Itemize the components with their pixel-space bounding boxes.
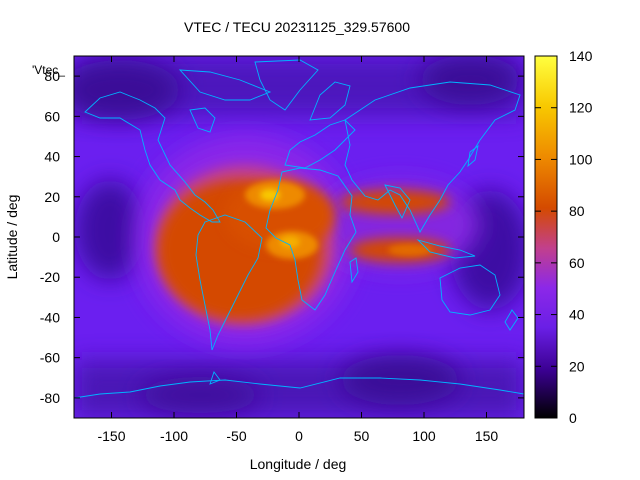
colorbar-tick-label: 0	[569, 410, 577, 426]
greenland-coast	[254, 59, 319, 111]
europe-coast	[284, 119, 356, 169]
north-america-arctic-coast	[178, 69, 272, 101]
x-tick-label: 0	[295, 428, 303, 444]
australia-coast	[439, 264, 501, 316]
x-tick-label: 100	[412, 428, 436, 444]
y-tick-label: -20	[40, 269, 60, 285]
x-axis-ticks: -150 -100 -50 0 50 100 150	[97, 56, 498, 444]
x-tick-label: -100	[160, 428, 188, 444]
madagascar-coast	[349, 257, 359, 284]
africa-coast	[265, 167, 357, 311]
y-tick-label: 20	[44, 189, 60, 205]
x-tick-label: 150	[475, 428, 499, 444]
coastline-overlay	[74, 59, 524, 399]
colorbar-ticks: 0 20 40 60 80 100 120 140	[535, 48, 593, 426]
x-tick-label: -50	[226, 428, 246, 444]
antarctic-peninsula-coast	[209, 371, 221, 385]
y-axis-ticks: -80 -60 -40 -20 0 20 40 60 80	[40, 68, 524, 406]
chart-title: VTEC / TECU 20231125_329.57600	[184, 19, 410, 35]
y-tick-label: -60	[40, 350, 60, 366]
colorbar	[534, 55, 558, 419]
y-tick-label: -40	[40, 309, 60, 325]
japan-coast	[467, 144, 479, 168]
colorbar-tick-label: 40	[569, 307, 585, 323]
asia-coast	[344, 81, 521, 233]
south-america-coast	[195, 214, 263, 351]
scandinavia-coast	[309, 81, 351, 121]
colorbar-tick-label: 140	[569, 48, 593, 64]
colorbar-tick-label: 80	[569, 203, 585, 219]
x-tick-label: 50	[354, 428, 370, 444]
y-tick-label: 40	[44, 149, 60, 165]
antarctica-coast	[74, 377, 524, 399]
y-tick-label: 0	[52, 229, 60, 245]
india-coast	[384, 184, 411, 220]
indonesia-coast	[416, 239, 476, 259]
north-america-coast	[84, 91, 221, 223]
hudson-coast	[189, 107, 216, 133]
vtec-heatmap-field	[74, 56, 524, 418]
y-tick-label: 60	[44, 108, 60, 124]
colorbar-tick-label: 20	[569, 358, 585, 374]
colorbar-tick-label: 120	[569, 100, 593, 116]
colorbar-tick-label: 100	[569, 151, 593, 167]
new-zealand-coast	[504, 309, 519, 331]
colorbar-tick-label: 60	[569, 255, 585, 271]
x-tick-label: -150	[97, 428, 125, 444]
y-tick-label: 80	[44, 68, 60, 84]
y-axis-label: Latitude / deg	[4, 195, 20, 280]
x-axis-label: Longitude / deg	[250, 456, 347, 472]
y-tick-label: -80	[40, 390, 60, 406]
key-label: 'Vtec_	[32, 63, 65, 77]
